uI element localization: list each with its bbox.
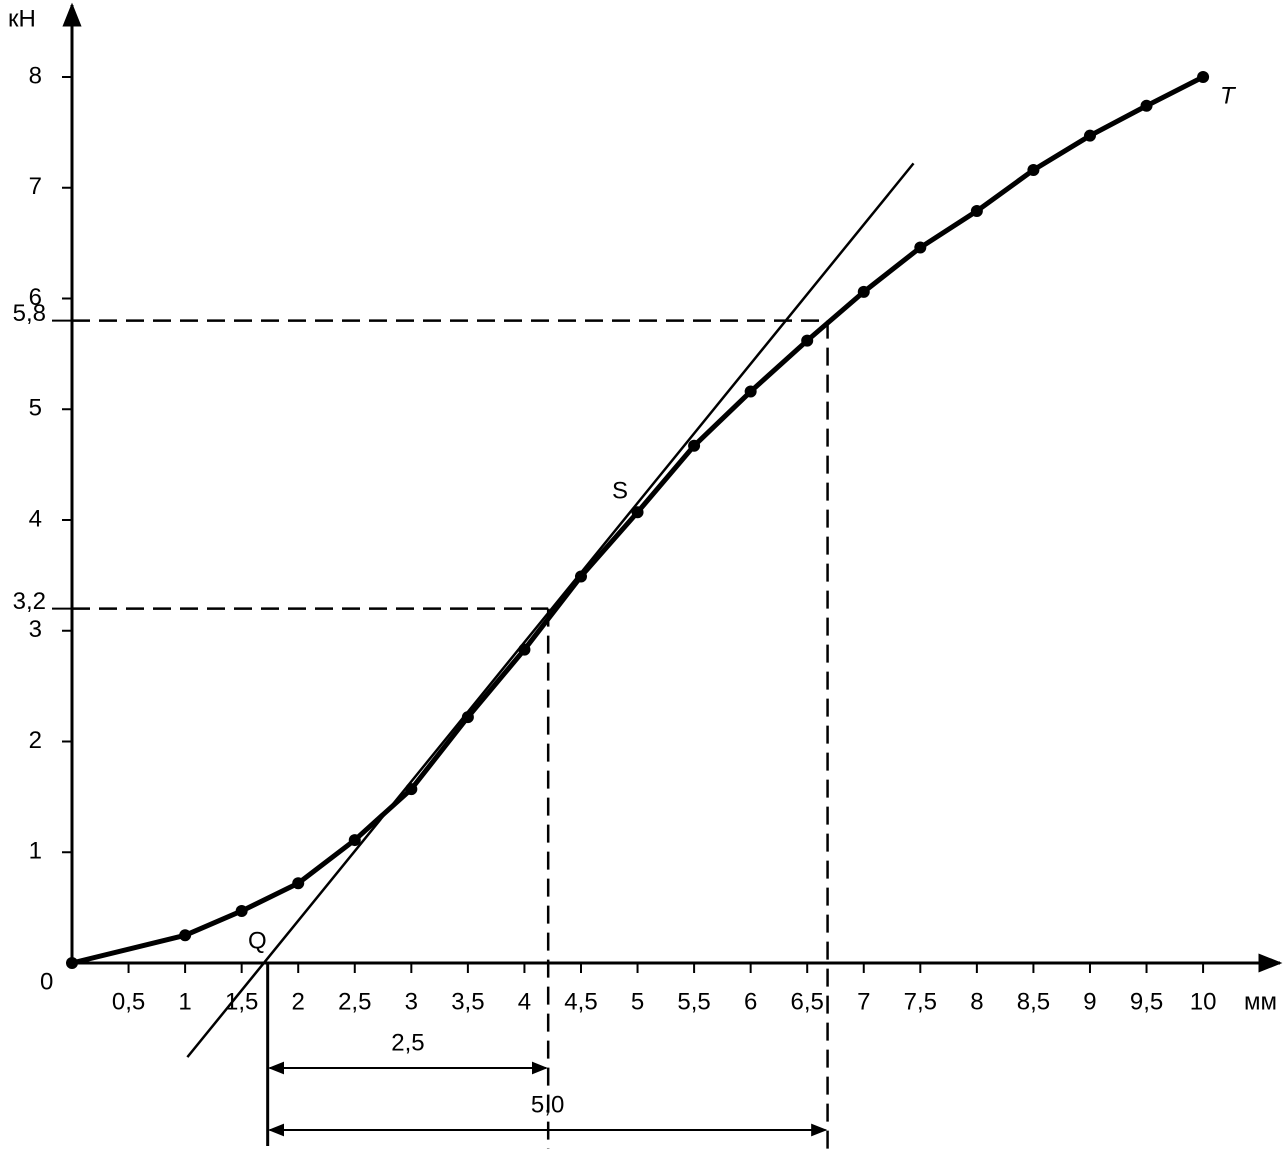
dimension-label: 2,5: [391, 1029, 424, 1056]
data-point: [235, 904, 248, 917]
point-label-t: T: [1220, 82, 1237, 109]
data-point: [1027, 164, 1040, 177]
data-point: [1197, 70, 1210, 83]
dimension-label: 5,0: [531, 1091, 564, 1118]
x-axis-label: мм: [1244, 988, 1277, 1015]
data-point: [292, 877, 305, 890]
x-tick-label: 3: [405, 988, 418, 1015]
x-tick-label: 5: [631, 988, 644, 1015]
y-tick-label: 2: [29, 727, 42, 754]
x-tick-label: 1: [178, 988, 191, 1015]
x-tick-label: 2,5: [338, 988, 371, 1015]
x-tick-label: 4,5: [564, 988, 597, 1015]
x-tick-label: 6,5: [791, 988, 824, 1015]
data-point: [1083, 129, 1096, 142]
x-tick-label: 5,5: [677, 988, 710, 1015]
y-tick-label: 3: [29, 616, 42, 643]
x-tick-label: 4: [518, 988, 531, 1015]
y-tick-label: 1: [29, 838, 42, 865]
x-tick-label: 10: [1190, 988, 1217, 1015]
data-point: [518, 643, 531, 656]
x-tick-label: 8,5: [1017, 988, 1050, 1015]
data-point: [348, 834, 361, 847]
y-tick-label: 8: [29, 62, 42, 89]
x-tick-label: 6: [744, 988, 757, 1015]
data-point: [744, 385, 757, 398]
y-axis-label: кН: [8, 5, 36, 32]
data-point: [1140, 99, 1153, 112]
x-tick-label: 7: [857, 988, 870, 1015]
y-tick-label: 4: [29, 505, 42, 532]
reference-label: 3,2: [13, 588, 46, 615]
y-tick-label: 5: [29, 395, 42, 422]
x-tick-label: 9,5: [1130, 988, 1163, 1015]
data-point: [574, 570, 587, 583]
reference-label: 5,8: [13, 300, 46, 327]
point-label-s: S: [612, 477, 628, 504]
data-point: [405, 783, 418, 796]
x-tick-label: 0,5: [112, 988, 145, 1015]
data-point: [66, 957, 78, 969]
data-point: [857, 285, 870, 298]
data-point: [461, 711, 474, 724]
x-tick-label: 2: [292, 988, 305, 1015]
data-point: [801, 334, 814, 347]
data-point: [914, 241, 927, 254]
data-point: [688, 439, 701, 452]
x-tick-label: 3,5: [451, 988, 484, 1015]
x-tick-label: 8: [970, 988, 983, 1015]
origin-label: 0: [40, 968, 53, 995]
data-point: [631, 506, 644, 519]
y-tick-label: 7: [29, 173, 42, 200]
x-tick-label: 7,5: [904, 988, 937, 1015]
data-point: [179, 929, 192, 942]
data-point: [970, 204, 983, 217]
x-tick-label: 9: [1083, 988, 1096, 1015]
data-line: [71, 74, 1205, 966]
x-tick-label: 1,5: [225, 988, 258, 1015]
y-tick-label: 6: [29, 284, 42, 311]
tangent-line: [186, 162, 915, 1058]
point-label-q: Q: [248, 927, 267, 954]
